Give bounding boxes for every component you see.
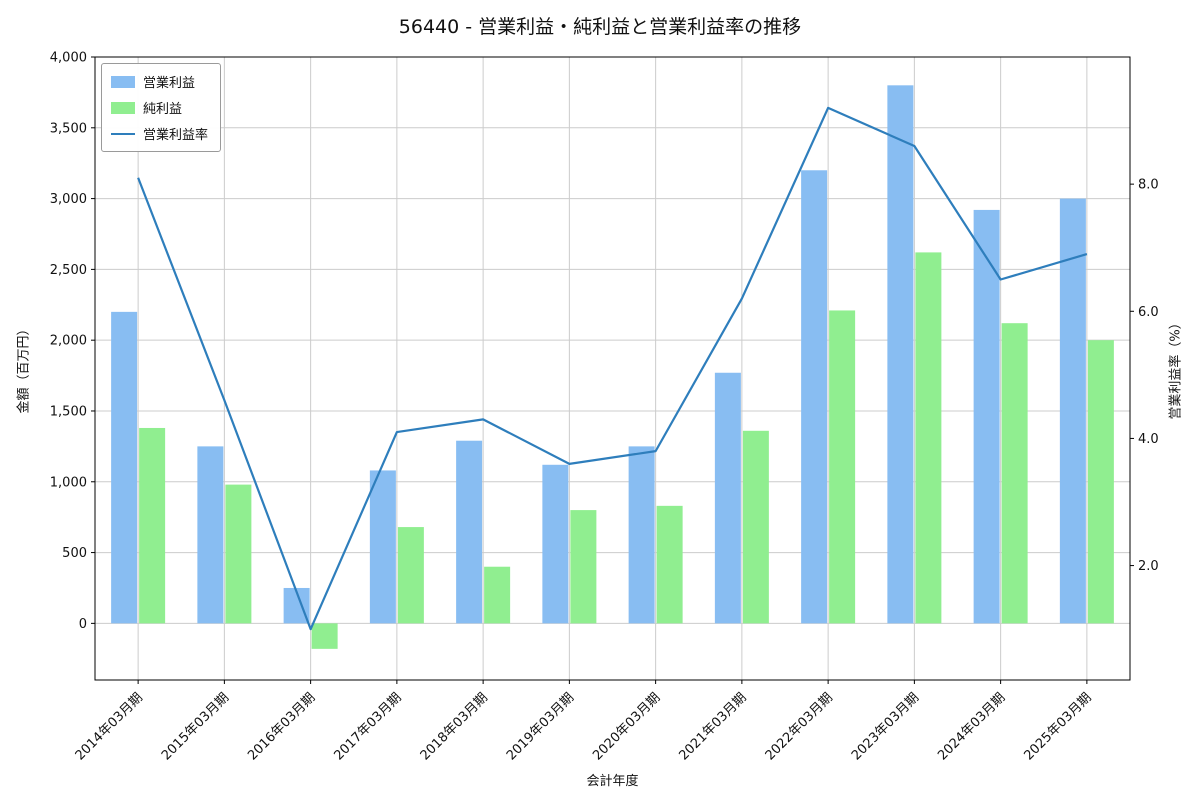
x-tick-label: 2018年03月期: [418, 690, 491, 763]
y-left-tick-label: 2,500: [50, 263, 87, 278]
y-right-tick-label: 2.0: [1138, 559, 1159, 574]
bar: [1059, 198, 1086, 624]
axis-ticks: [91, 56, 1134, 684]
legend-label-net-income: 純利益: [143, 102, 183, 117]
y-left-tick-label: 1,000: [50, 475, 87, 490]
x-tick-label: 2019年03月期: [504, 690, 577, 763]
x-axis-label: 会計年度: [586, 774, 639, 789]
legend-swatch-operating-income: [111, 75, 135, 88]
x-tick-label: 2020年03月期: [590, 690, 663, 763]
y-right-tick-label: 4.0: [1138, 432, 1159, 447]
bar: [456, 440, 483, 624]
legend-entry-margin-line: 営業利益率: [111, 124, 208, 143]
x-tick-label: 2017年03月期: [331, 690, 404, 763]
bar: [311, 623, 338, 649]
legend-entry-net-income: 純利益: [111, 98, 208, 117]
y-right-tick-label: 8.0: [1138, 178, 1159, 193]
y-axis-label-right: 営業利益率（%）: [1168, 316, 1184, 420]
bar: [742, 430, 769, 624]
bar: [111, 311, 138, 624]
bar: [225, 484, 252, 624]
bars-net-income: [139, 252, 1114, 649]
chart-title: 56440 - 営業利益・純利益と営業利益率の推移: [398, 16, 802, 38]
bar: [915, 252, 942, 624]
bar: [1087, 340, 1114, 624]
bar: [139, 427, 166, 624]
x-tick-label: 2022年03月期: [763, 690, 836, 763]
legend: 営業利益 純利益 営業利益率: [101, 63, 222, 152]
plot-border: [94, 56, 1131, 681]
legend-swatch-net-income: [111, 101, 135, 114]
bar: [628, 446, 655, 624]
bar: [542, 464, 569, 624]
bar: [570, 510, 597, 624]
bar: [1001, 323, 1028, 624]
legend-label-margin-line: 営業利益率: [143, 128, 209, 143]
bar: [656, 505, 683, 624]
x-tick-label: 2015年03月期: [159, 690, 232, 763]
y-left-tick-label: 500: [62, 546, 87, 561]
y-left-tick-label: 1,500: [50, 404, 87, 419]
margin-line: [137, 106, 1088, 631]
bar: [197, 446, 224, 624]
x-tick-label: 2025年03月期: [1021, 690, 1094, 763]
legend-entry-operating-income: 営業利益: [111, 72, 208, 91]
bar: [484, 566, 511, 624]
y-left-tick-label: 0: [79, 617, 87, 632]
bar: [714, 372, 741, 624]
bar: [369, 470, 396, 624]
bar: [801, 170, 828, 624]
legend-swatch-margin-line: [111, 132, 135, 135]
y-left-tick-label: 3,000: [50, 192, 87, 207]
bars-operating-income: [111, 85, 1086, 624]
x-tick-label: 2016年03月期: [245, 690, 318, 763]
x-tick-label: 2014年03月期: [73, 690, 146, 763]
bar: [829, 310, 856, 624]
y-axis-label-left: 金額（百万円）: [16, 322, 32, 414]
legend-label-operating-income: 営業利益: [143, 76, 196, 91]
y-right-tick-label: 6.0: [1138, 305, 1159, 320]
y-left-tick-label: 2,000: [50, 334, 87, 349]
x-tick-label: 2021年03月期: [676, 690, 749, 763]
bar: [887, 85, 914, 624]
y-left-tick-label: 4,000: [50, 51, 87, 66]
bar: [973, 209, 1000, 624]
x-tick-label: 2024年03月期: [935, 690, 1008, 763]
x-tick-label: 2023年03月期: [849, 690, 922, 763]
y-left-tick-label: 3,500: [50, 121, 87, 136]
bar: [397, 527, 424, 624]
